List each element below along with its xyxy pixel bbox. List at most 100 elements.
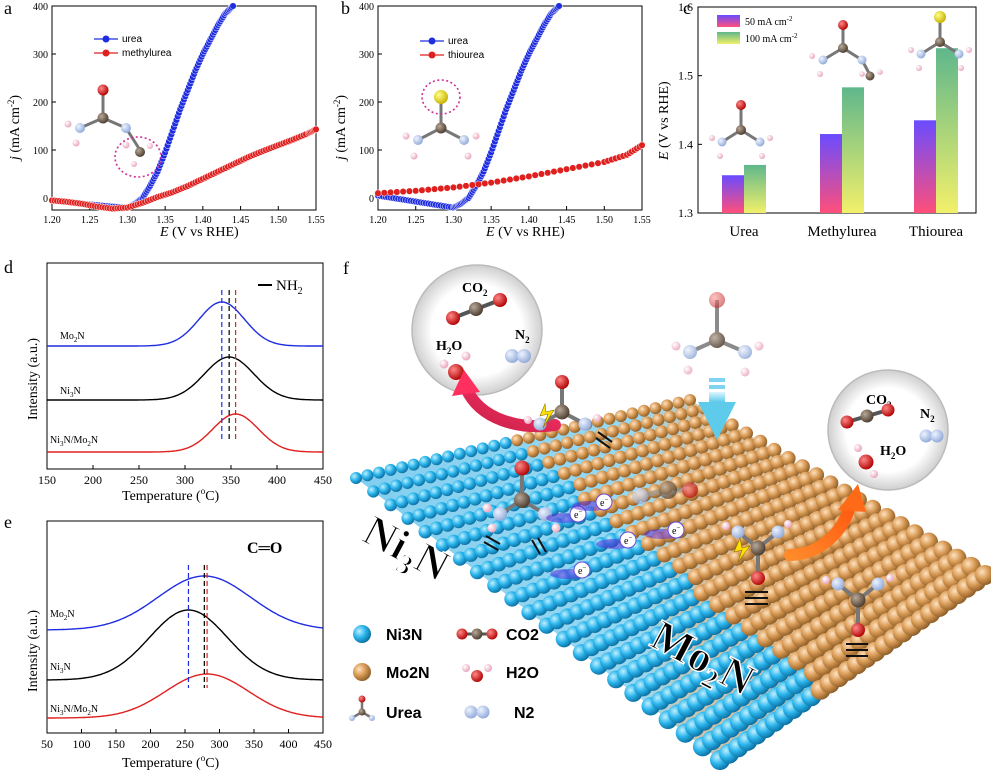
mo2n-atom — [686, 405, 699, 418]
mo2n-atom — [639, 457, 654, 471]
legend-marker-methylurea — [102, 49, 110, 57]
ytick-label: 0 — [369, 194, 374, 205]
mo2n-atom — [672, 396, 685, 409]
ni3n-atom — [424, 470, 437, 484]
thiourea-molecule-icon — [402, 79, 480, 160]
ni3n-atom — [418, 489, 431, 503]
mo2n-atom — [595, 470, 610, 485]
panel-c-legend: 50 mA cm-2 100 mA cm-2 — [717, 15, 798, 45]
mo2n-atom — [576, 446, 589, 460]
data-point-thiourea — [550, 168, 558, 176]
ni3n-atom — [463, 547, 478, 562]
ytick-label: 1.5 — [678, 69, 693, 83]
panel-d-ticks — [46, 465, 324, 469]
ni3n-atom — [406, 492, 420, 506]
mo2n-atom — [680, 431, 695, 445]
mo2n-atom — [606, 425, 619, 438]
ni3n-atom — [423, 505, 437, 519]
data-point-thiourea — [556, 166, 564, 174]
bar-Urea-0 — [722, 175, 744, 213]
data-point-thiourea — [563, 165, 571, 173]
xtick-label: 1.55 — [307, 215, 325, 226]
mo2n-atom — [723, 457, 739, 473]
xtick-label: 1.30 — [445, 215, 463, 226]
h2o-molecule-right-icon — [854, 444, 878, 478]
ni3n-atom — [515, 448, 528, 461]
xtick-label: 50 — [41, 737, 53, 751]
mo2n-atom — [613, 450, 628, 464]
electron-flow: e− e− e− e− e− — [546, 493, 685, 579]
desorption-arrowhead-left-icon — [452, 370, 480, 396]
ni3n-atom — [429, 486, 443, 500]
mo2n-atom — [734, 454, 749, 469]
panel-f: f Ni3N Mo2N CO2 H2O N2 — [343, 258, 991, 770]
xtick-label: 200 — [84, 473, 102, 487]
adsorbed-urea-mo-2-icon — [822, 574, 894, 657]
electron-icon — [573, 561, 591, 579]
mo2n-atom — [684, 443, 698, 458]
xtick-label: 1.30 — [119, 215, 137, 226]
ni3n-atom — [452, 480, 465, 493]
mo2n-atom — [621, 477, 636, 492]
legend-ni3n-ball-icon — [353, 625, 371, 643]
legend-co2-icon — [456, 628, 498, 640]
panel-e-xtick-labels: 50 100 150 200 250 300 350 400 450 — [41, 737, 332, 751]
legend-h2o: H2O — [506, 665, 539, 682]
legend-marker-urea-b — [428, 37, 436, 45]
data-point-thiourea — [443, 184, 451, 192]
panel-b-ylabel: j (mA cm-2) — [332, 95, 349, 162]
legend-h2o-icon — [462, 664, 492, 682]
ni3n-atom — [442, 450, 455, 463]
mo2n-atom — [695, 440, 709, 454]
ni3n-atom — [350, 472, 362, 484]
mo2n-atom — [756, 446, 771, 461]
panel-d-curve-label-mo2n: Mo2N — [60, 331, 85, 344]
product-bubble-left: CO2 H2O N2 — [411, 264, 543, 396]
mo2n-atom — [568, 420, 581, 433]
mo2n-atom — [739, 426, 753, 441]
bar-Methylurea-0 — [820, 134, 842, 213]
ni3n-atom — [474, 474, 488, 487]
panel-e-curves — [47, 575, 324, 719]
ni3n-atom — [512, 513, 527, 528]
mo2n-atom — [557, 466, 572, 480]
data-point-urea — [229, 2, 237, 10]
ni3n-atom — [446, 498, 460, 512]
panel-b-frame — [377, 5, 643, 211]
panel-c-label: c — [683, 0, 691, 18]
xtick-label: 1.40 — [194, 215, 212, 226]
xtick-label: 1.20 — [43, 215, 61, 226]
mo2n-atom — [767, 442, 782, 458]
xtick-label: 1.35 — [156, 215, 174, 226]
xtick-label: 300 — [211, 737, 229, 751]
panel-a-ylabel: j (mA cm-2) — [6, 95, 23, 162]
mo2n-atom — [666, 422, 680, 436]
electron-icon — [667, 521, 685, 539]
panel-c-bars — [722, 48, 958, 214]
mo2n-atom — [610, 437, 623, 451]
mo2n-atom — [702, 465, 717, 480]
mo2n-atom — [652, 413, 665, 426]
mo2n-atom — [745, 450, 760, 465]
bar-Urea-1 — [744, 164, 766, 213]
ni3n-atom — [361, 469, 374, 482]
mo2n-atom — [569, 463, 583, 477]
xtick-label: 1.45 — [558, 215, 576, 226]
data-point-thiourea — [506, 175, 514, 184]
panel-e-peak-markers — [187, 565, 208, 688]
data-point-thiourea — [418, 186, 426, 194]
mo2n-atom — [561, 436, 574, 449]
data-point-thiourea — [475, 180, 483, 188]
data-point-thiourea — [487, 179, 495, 187]
xtick-label: 200 — [142, 737, 160, 751]
data-point-thiourea — [581, 162, 589, 170]
ni3n-atom — [435, 468, 448, 481]
panel-a: a 1.20 1.25 1.30 1.35 1.40 1.45 1.50 1.55 0 100 2… — [4, 0, 325, 240]
methylurea-molecule-c-icon — [809, 20, 883, 81]
n2-molecule-right-icon — [919, 429, 944, 443]
xtick-label: 300 — [176, 473, 194, 487]
category-label: Methylurea — [807, 224, 876, 240]
ni3n-atom — [401, 476, 414, 489]
panel-a-label: a — [4, 0, 12, 18]
ni3n-atom — [453, 447, 466, 460]
